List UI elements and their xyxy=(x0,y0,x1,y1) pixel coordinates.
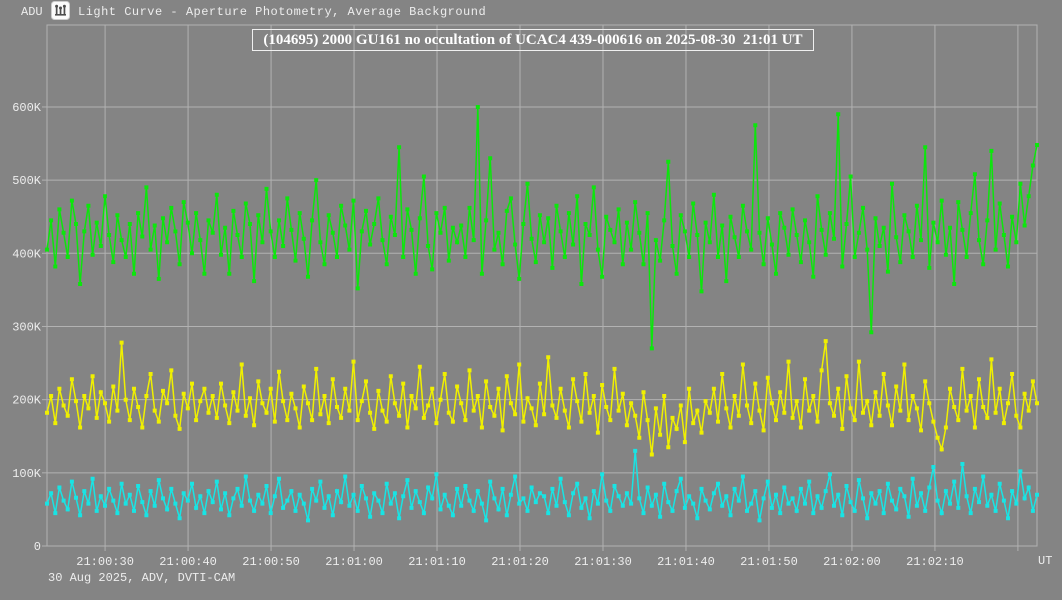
x-tick-label: 21:01:30 xyxy=(574,555,632,569)
x-tick-label: 21:00:40 xyxy=(159,555,217,569)
x-tick-label: 21:00:50 xyxy=(242,555,300,569)
x-tick-label: 21:01:40 xyxy=(657,555,715,569)
footer-caption: 30 Aug 2025, ADV, DVTI-CAM xyxy=(48,571,236,585)
x-tick-label: 21:01:20 xyxy=(491,555,549,569)
plot-area[interactable] xyxy=(47,25,1037,546)
y-axis-unit-label: ADU xyxy=(21,5,43,19)
x-tick-label: 21:01:50 xyxy=(740,555,798,569)
cyan-series-markers xyxy=(45,448,1039,523)
yellow-series-line xyxy=(46,340,1038,455)
x-tick-label: 21:00:30 xyxy=(76,555,134,569)
y-tick-label: 400K xyxy=(12,247,42,261)
x-tick-label: 21:01:00 xyxy=(325,555,383,569)
y-tick-label: 100K xyxy=(12,467,42,481)
y-tick-label: 200K xyxy=(12,394,42,408)
y-tick-label: 600K xyxy=(12,101,42,115)
light-curve-app-icon xyxy=(51,1,70,20)
x-tick-label: 21:02:10 xyxy=(906,555,964,569)
y-tick-label: 500K xyxy=(12,174,42,188)
plot-frame xyxy=(46,24,1038,547)
chart-title: (104695) 2000 GU161 no occultation of UC… xyxy=(252,29,814,51)
x-tick-label: 21:02:00 xyxy=(823,555,881,569)
green-series-line xyxy=(46,106,1038,349)
y-tick-label: 300K xyxy=(12,320,42,334)
x-tick-label: 21:01:10 xyxy=(408,555,466,569)
window-header-title: Light Curve - Aperture Photometry, Avera… xyxy=(78,5,487,19)
y-tick-label: 0 xyxy=(34,540,41,554)
x-axis-unit-label: UT xyxy=(1038,554,1053,568)
